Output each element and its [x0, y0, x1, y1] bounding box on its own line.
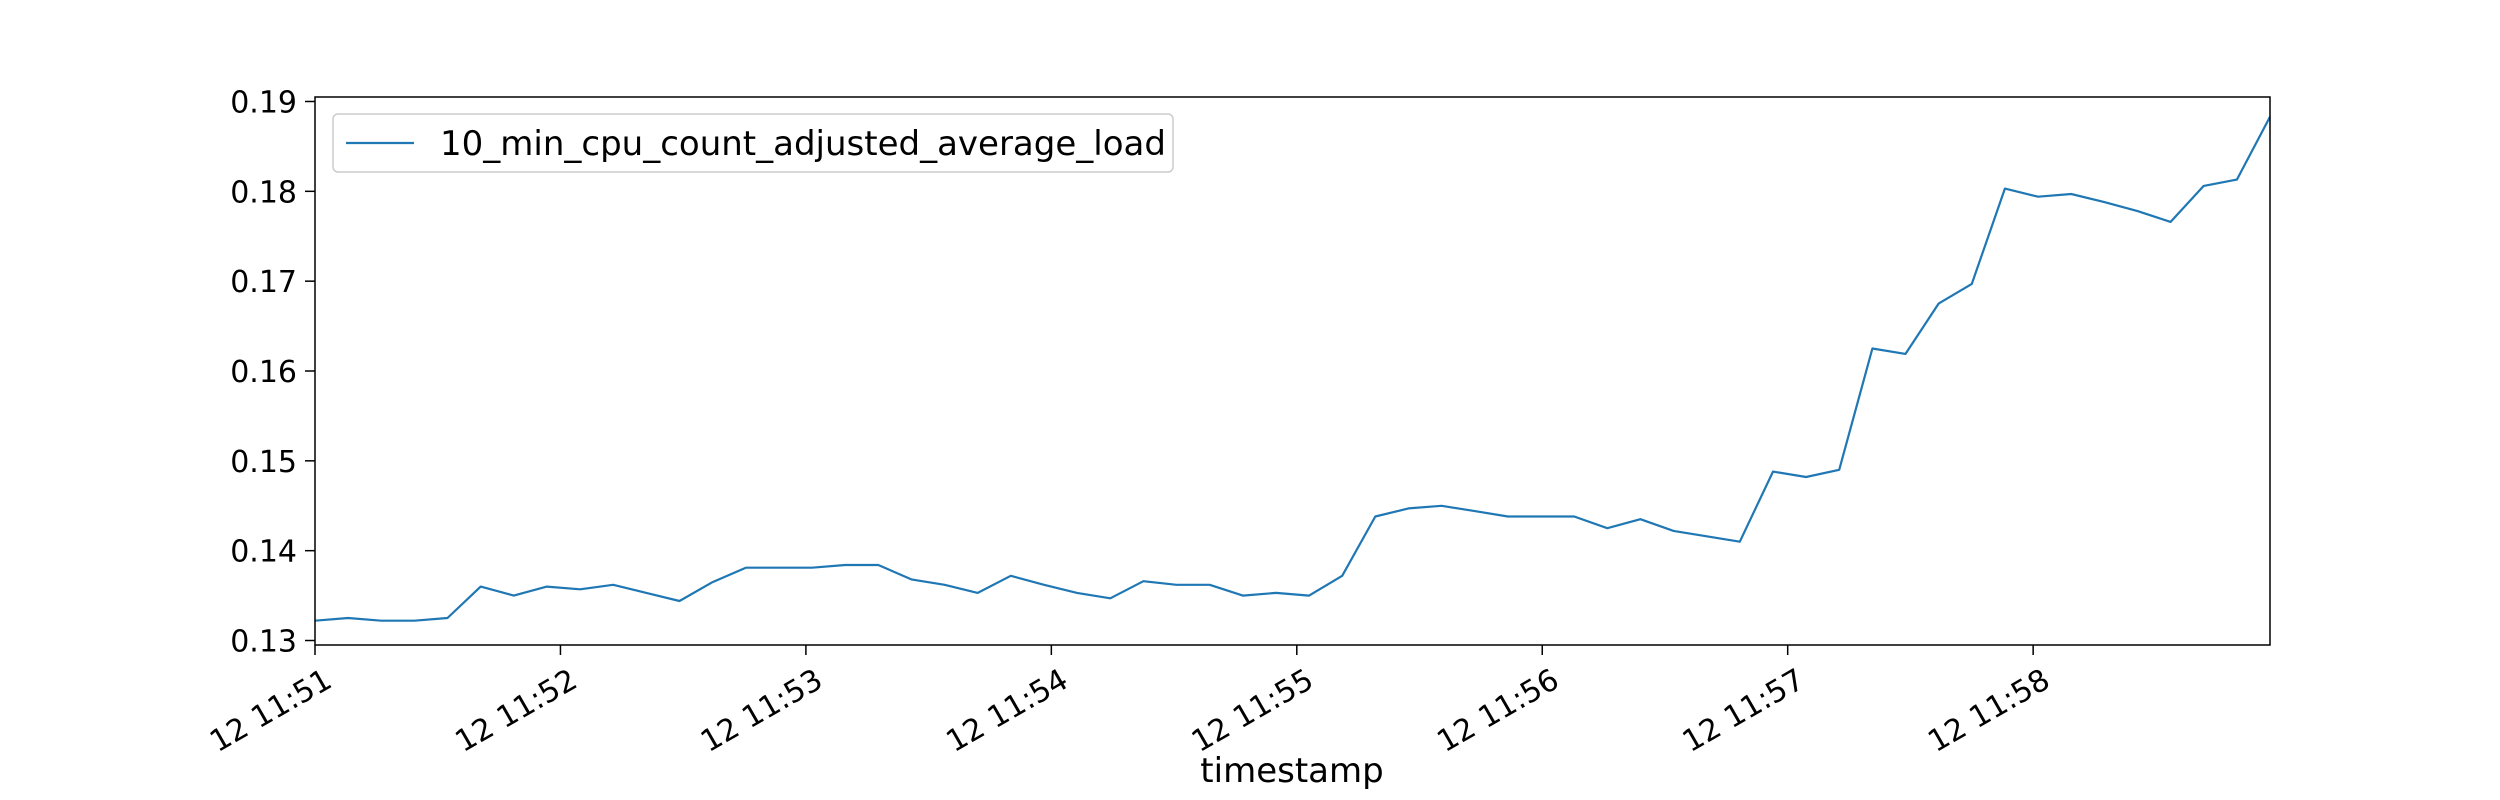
x-axis-label: timestamp	[1200, 751, 1383, 791]
legend-label: 10_min_cpu_count_adjusted_average_load	[440, 124, 1166, 164]
x-tick-label: 12 11:57	[1677, 662, 1811, 759]
y-tick-label: 0.19	[230, 85, 297, 120]
y-axis: 0.13 0.14 0.15 0.16 0.17 0.18 0.19	[230, 85, 315, 660]
x-tick-label: 12 11:55	[1186, 662, 1320, 759]
y-tick-label: 0.14	[230, 535, 297, 570]
x-axis: 12 11:51 12 11:52 12 11:53 12 11:54 12 11:55…	[204, 645, 2056, 760]
x-tick-label: 12 11:52	[450, 662, 584, 759]
x-tick-label: 12 11:54	[940, 662, 1074, 759]
y-tick-label: 0.16	[230, 355, 297, 390]
legend-box	[332, 113, 1174, 173]
y-tick-label: 0.13	[230, 625, 297, 660]
y-tick-label: 0.15	[230, 445, 297, 480]
series-line-10-min-cpu-load	[314, 116, 2271, 622]
plot-frame	[314, 96, 2271, 646]
y-tick-label: 0.17	[230, 265, 297, 300]
x-tick-label: 12 11:51	[204, 662, 338, 759]
legend: 10_min_cpu_count_adjusted_average_load	[332, 113, 1174, 173]
y-tick-label: 0.18	[230, 175, 297, 210]
x-tick-label: 12 11:56	[1431, 662, 1565, 759]
x-tick-label: 12 11:58	[1922, 662, 2056, 759]
x-tick-label: 12 11:53	[695, 662, 829, 759]
